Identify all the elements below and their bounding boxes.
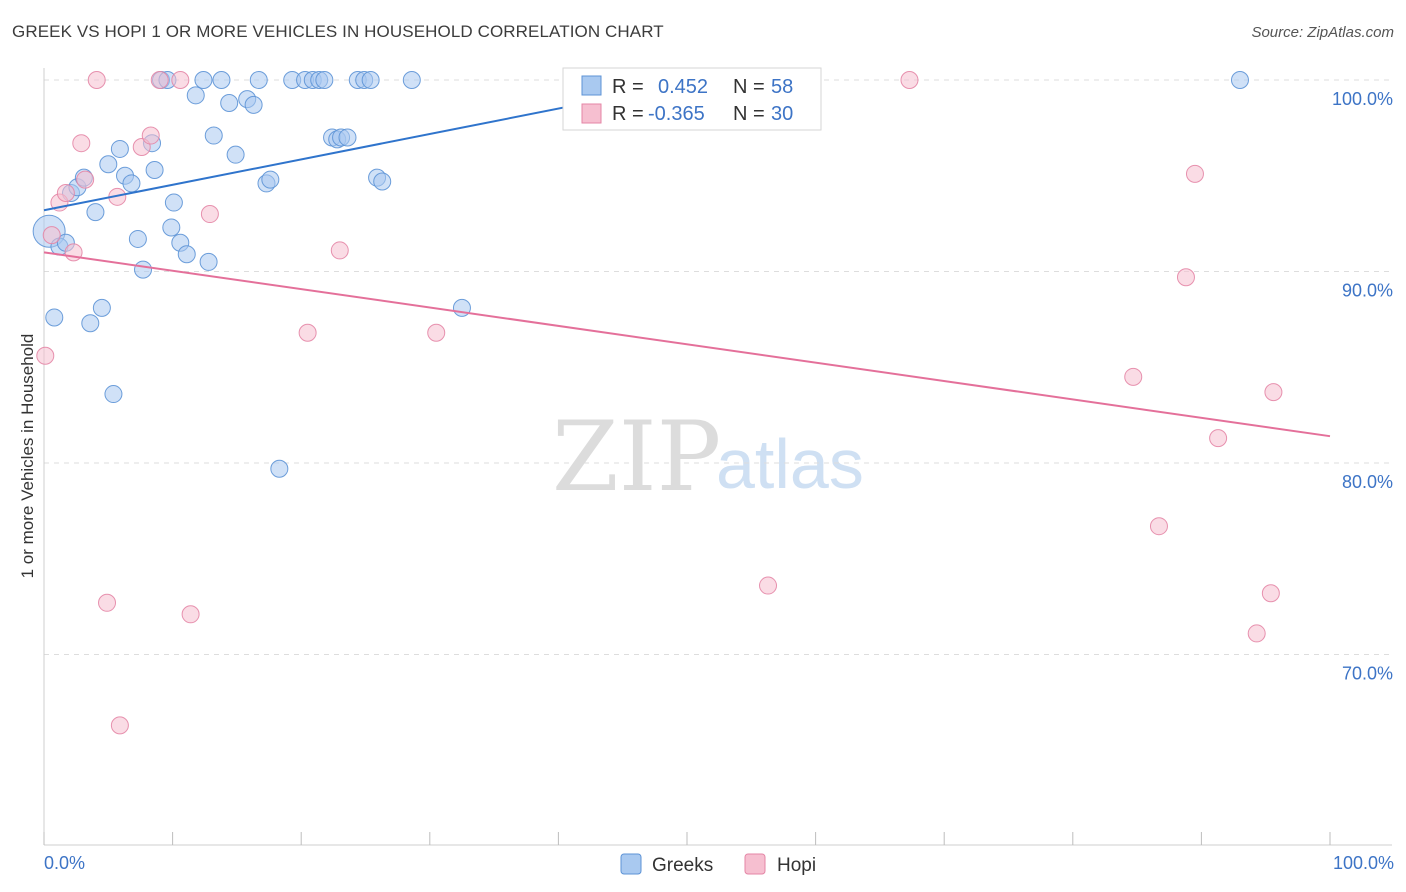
- greeks-n-label: N =: [733, 76, 765, 98]
- greeks-point-31: [226, 145, 245, 164]
- greeks-point-22: [164, 193, 183, 212]
- greeks-r-label: R =: [612, 76, 644, 98]
- watermark-zip: ZIP: [552, 401, 721, 513]
- hopi-point-21: [900, 71, 919, 89]
- greeks-point-51: [373, 172, 392, 191]
- hopi-r-value: -0.365: [648, 103, 705, 125]
- greeks-point-26: [194, 71, 213, 89]
- hopi-point-7: [87, 71, 106, 89]
- greeks-point-49: [361, 71, 380, 89]
- hopi-point-12: [141, 126, 160, 145]
- greeks-stats-swatch: [581, 75, 602, 96]
- greeks-point-30: [220, 93, 239, 112]
- hopi-point-24: [1176, 268, 1195, 287]
- watermark: ZIP atlas: [552, 401, 864, 513]
- hopi-point-20: [759, 576, 778, 595]
- grid: [44, 79, 1392, 655]
- hopi-point-14: [171, 71, 190, 89]
- greeks-point-15: [128, 229, 147, 248]
- hopi-stats-swatch: [581, 103, 602, 124]
- watermark-atlas: atlas: [716, 425, 864, 503]
- hopi-trend-line: [43, 251, 1331, 438]
- greeks-point-12: [110, 139, 129, 158]
- greeks-point-36: [261, 170, 280, 189]
- greeks-point-34: [249, 71, 268, 89]
- greeks-point-21: [162, 218, 181, 237]
- greeks-point-37: [270, 459, 289, 478]
- hopi-point-5: [72, 134, 91, 153]
- hopi-point-26: [1209, 429, 1228, 448]
- legend-hopi-label: Hopi: [777, 855, 816, 876]
- hopi-point-3: [56, 183, 75, 202]
- chart-source: Source: ZipAtlas.com: [1251, 24, 1394, 41]
- legend-greeks-swatch: [620, 853, 642, 875]
- legend-hopi-swatch: [744, 853, 766, 875]
- hopi-point-29: [1264, 383, 1283, 402]
- hopi-point-10: [110, 716, 129, 735]
- stats-box-frame: [562, 67, 822, 131]
- greeks-point-10: [99, 155, 118, 174]
- y-axis-tick-labels: 70.0% 80.0% 90.0% 100.0%: [1332, 89, 1393, 684]
- hopi-n-label: N =: [733, 103, 765, 125]
- x-tick-label-max: 100.0%: [1333, 853, 1394, 873]
- hopi-point-6: [76, 170, 95, 189]
- hopi-n-value: 30: [771, 103, 793, 125]
- y-tick-label-100: 100.0%: [1332, 89, 1393, 109]
- hopi-point-17: [298, 323, 317, 342]
- hopi-point-28: [1261, 584, 1280, 603]
- hopi-point-13: [150, 71, 169, 89]
- chart-title: GREEK VS HOPI 1 OR MORE VEHICLES IN HOUS…: [12, 22, 664, 41]
- hopi-point-18: [330, 241, 349, 260]
- greeks-point-46: [338, 128, 357, 147]
- hopi-point-19: [427, 323, 446, 342]
- hopi-point-0: [36, 346, 55, 365]
- hopi-r-label: R =: [612, 103, 644, 125]
- greeks-point-57: [1230, 71, 1249, 89]
- greeks-point-42: [315, 71, 334, 89]
- hopi-point-1: [42, 226, 61, 245]
- hopi-point-22: [1124, 367, 1143, 386]
- hopi-point-27: [1247, 624, 1266, 643]
- legend-greeks-label: Greeks: [652, 855, 713, 876]
- greeks-point-11: [104, 385, 123, 404]
- hopi-point-15: [181, 605, 200, 624]
- y-tick-label-80: 80.0%: [1342, 472, 1393, 492]
- data-points: [32, 71, 1283, 735]
- greeks-point-25: [186, 86, 205, 105]
- greeks-point-33: [244, 95, 263, 114]
- greeks-point-18: [145, 161, 164, 180]
- hopi-point-16: [200, 205, 219, 224]
- greeks-point-9: [92, 298, 111, 317]
- stats-box: R = 0.452 N = 58 R = -0.365 N = 30: [562, 67, 822, 131]
- greeks-point-8: [86, 203, 105, 222]
- greeks-r-value: 0.452: [658, 76, 708, 98]
- greeks-point-28: [204, 126, 223, 145]
- hopi-point-25: [1185, 164, 1204, 183]
- greeks-point-27: [199, 252, 218, 271]
- hopi-point-23: [1149, 517, 1168, 536]
- x-tick-label-min: 0.0%: [44, 853, 85, 873]
- greeks-point-14: [122, 174, 141, 193]
- greeks-point-29: [212, 71, 231, 89]
- x-axis-ticks: [43, 832, 1331, 845]
- greeks-point-7: [81, 314, 100, 333]
- y-tick-label-70: 70.0%: [1342, 664, 1393, 684]
- greeks-n-value: 58: [771, 76, 793, 98]
- greeks-point-24: [177, 245, 196, 264]
- legend: Greeks Hopi: [620, 853, 816, 876]
- greeks-point-16: [134, 260, 153, 279]
- greeks-point-1: [45, 308, 64, 327]
- y-tick-label-90: 90.0%: [1342, 281, 1393, 301]
- greeks-point-52: [402, 71, 421, 89]
- hopi-point-8: [98, 593, 117, 612]
- y-axis-title: 1 or more Vehicles in Household: [18, 334, 37, 579]
